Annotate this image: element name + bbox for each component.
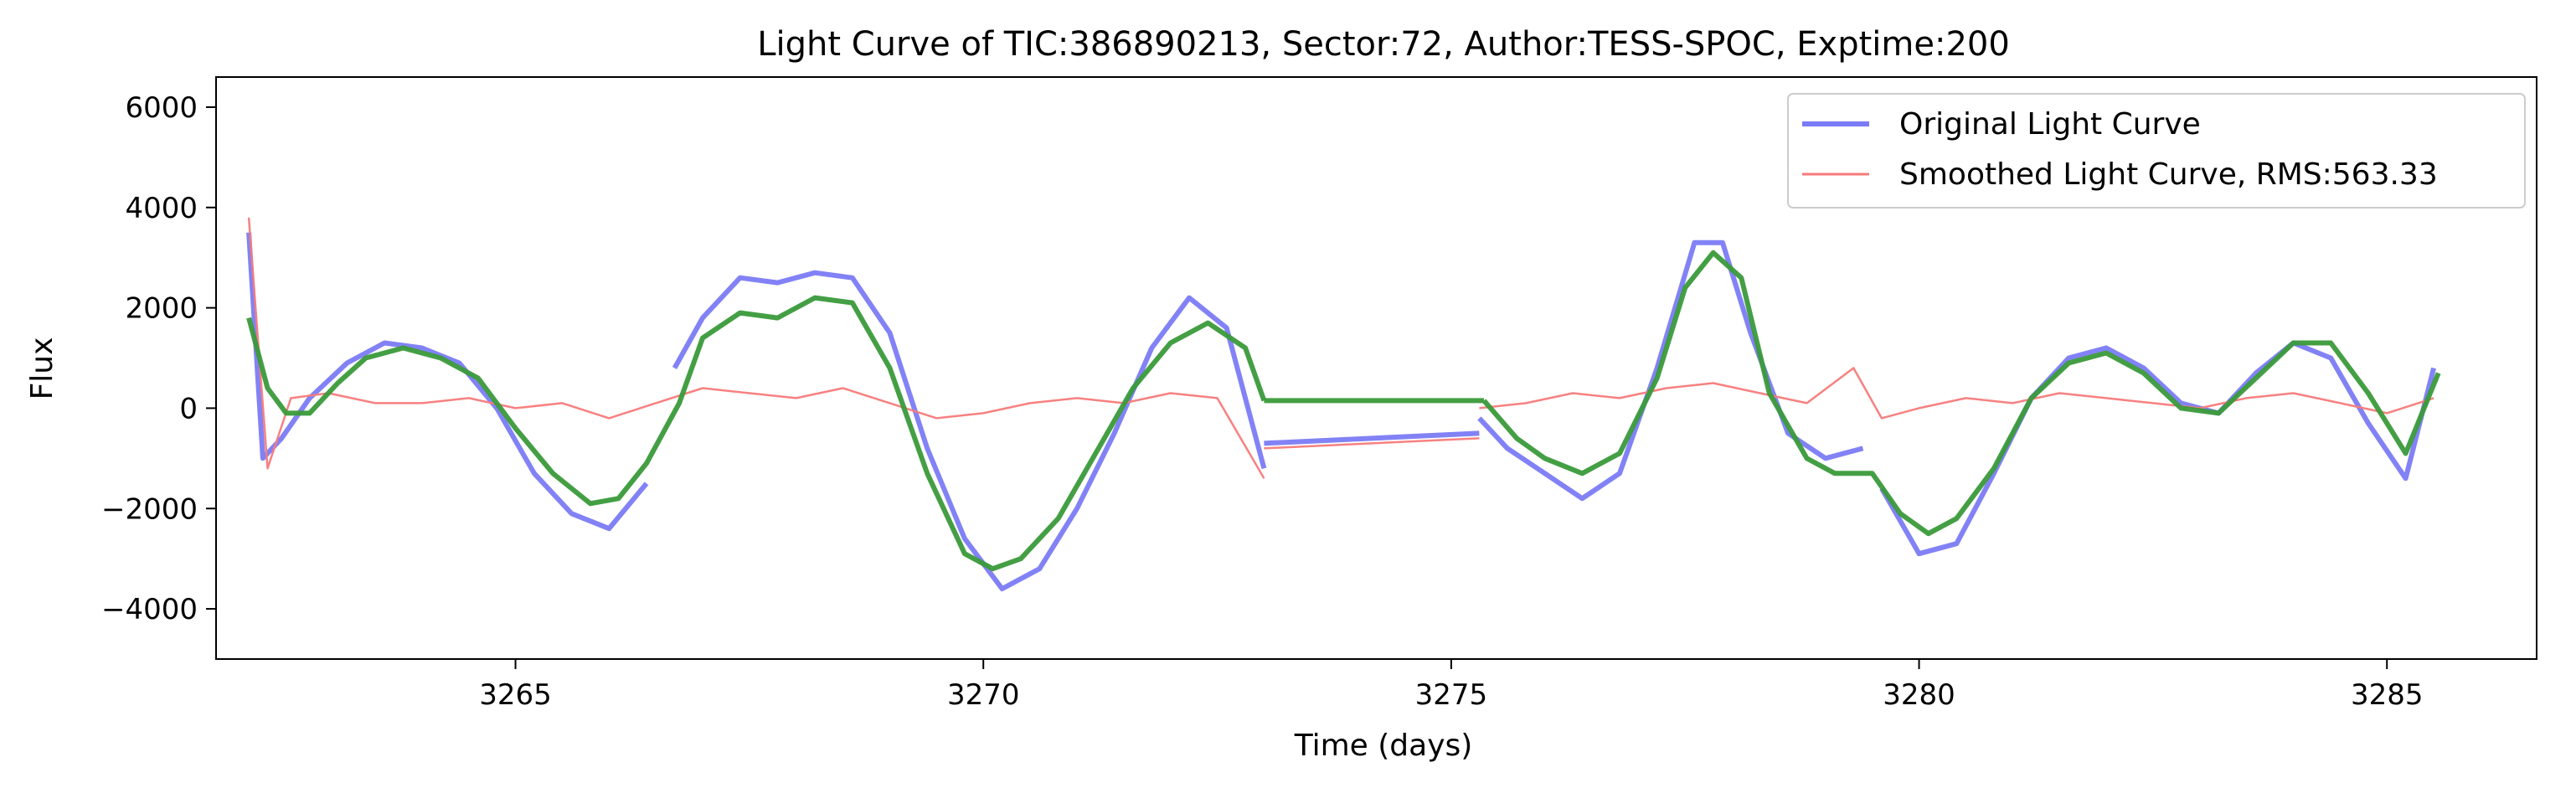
series-original-line-segment-4 (1879, 340, 2437, 557)
legend-label-smoothed: Smoothed Light Curve, RMS:563.33 (1899, 157, 2438, 192)
x-axis-label: Time (days) (1294, 729, 1473, 763)
chart-title: Light Curve of TIC:386890213, Sector:72,… (757, 25, 2010, 64)
legend-label-original: Original Light Curve (1899, 107, 2201, 142)
series-smoothed-line-segment-1 (1264, 437, 1480, 450)
y-tick-label: −2000 (101, 492, 198, 526)
series-smoothed-line-segment-0 (247, 217, 1265, 479)
x-tick-label: 3270 (947, 678, 1020, 712)
y-axis-label: Flux (25, 337, 59, 400)
y-tick-label: 6000 (125, 91, 198, 125)
y-tick-label: −4000 (101, 593, 198, 626)
y-axis-ticks: −4000 −2000 0 2000 4000 6000 (101, 91, 216, 626)
legend: Original Light Curve Smoothed Light Curv… (1787, 93, 2526, 209)
series-original-line-segment-1 (672, 270, 1267, 592)
y-tick-label: 4000 (125, 192, 198, 225)
y-tick-label: 2000 (125, 292, 198, 326)
series-trend-line-segment-0 (246, 295, 1267, 572)
x-tick-label: 3280 (1883, 678, 1955, 712)
series-trend-line-segment-2 (1481, 250, 2441, 537)
series-original-line-segment-2 (1264, 430, 1480, 446)
x-tick-label: 3285 (2351, 678, 2424, 712)
x-tick-label: 3265 (479, 678, 552, 712)
x-tick-label: 3275 (1415, 678, 1488, 712)
plot-frame (215, 76, 2537, 660)
series-smoothed-line-segment-2 (1479, 367, 2434, 420)
legend-box (1787, 93, 2526, 209)
series-layer (246, 217, 2441, 592)
x-axis-ticks: 3265 3270 3275 3280 3285 (479, 659, 2423, 712)
y-tick-label: 0 (179, 392, 198, 425)
series-original-line-segment-0 (246, 232, 649, 532)
